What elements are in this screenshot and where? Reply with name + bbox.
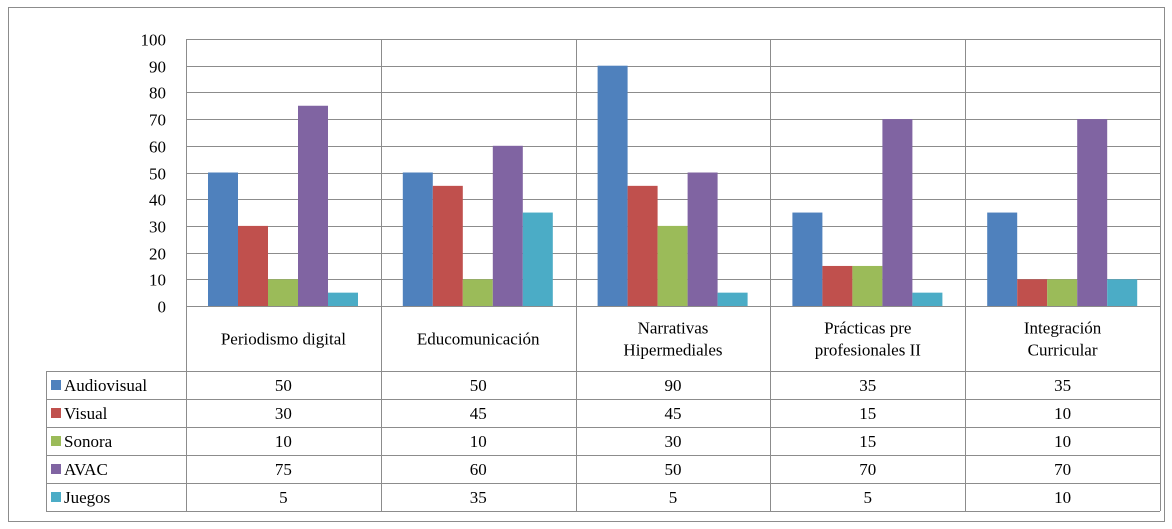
category-label: Integración (1024, 319, 1102, 338)
data-label: 45 (470, 404, 487, 423)
data-label: 35 (470, 488, 487, 507)
bar-avac-3 (882, 119, 913, 306)
category-label: Educomunicación (417, 330, 540, 349)
category-label: profesionales II (815, 341, 922, 360)
bar-juegos-0 (328, 292, 358, 306)
bar-sonora-2 (657, 225, 688, 306)
legend-label: Juegos (64, 488, 110, 507)
data-label: 5 (669, 488, 678, 507)
y-axis: 0 10 20 30 40 50 60 70 80 90 100 (141, 31, 167, 317)
y-tick-label: 80 (149, 84, 166, 103)
y-tick-label: 40 (149, 191, 166, 210)
legend-swatch-sonora (51, 436, 61, 446)
legend-swatch-avac (51, 464, 61, 474)
chart-border (8, 7, 1165, 522)
data-label: 10 (1054, 488, 1071, 507)
bar-sonora-1 (462, 279, 493, 306)
bar-avac-0 (298, 105, 328, 306)
y-tick-label: 60 (149, 138, 166, 157)
bar-avac-2 (687, 172, 718, 306)
bars (208, 65, 1138, 306)
y-tick-label: 0 (158, 298, 167, 317)
data-label: 15 (859, 404, 876, 423)
data-label: 10 (1054, 432, 1071, 451)
data-label: 35 (859, 376, 876, 395)
data-label: 75 (275, 460, 292, 479)
category-label: Hipermediales (623, 341, 722, 360)
category-label: Prácticas pre (824, 319, 911, 338)
data-label: 70 (859, 460, 876, 479)
y-tick-label: 20 (149, 245, 166, 264)
data-label: 5 (279, 488, 288, 507)
bar-audiovisual-4 (987, 212, 1018, 306)
bar-avac-1 (492, 145, 523, 306)
data-label: 60 (470, 460, 487, 479)
data-label: 35 (1054, 376, 1071, 395)
bar-visual-1 (432, 185, 463, 306)
bar-juegos-2 (717, 292, 748, 306)
legend-label: AVAC (64, 460, 108, 479)
y-tick-label: 30 (149, 218, 166, 237)
legend-label: Visual (64, 404, 108, 423)
bar-visual-4 (1017, 279, 1048, 306)
bar-audiovisual-2 (597, 65, 628, 306)
bar-juegos-1 (522, 212, 553, 306)
data-label: 50 (470, 376, 487, 395)
y-tick-label: 10 (149, 271, 166, 290)
bar-juegos-3 (912, 292, 943, 306)
bar-sonora-0 (268, 279, 298, 306)
data-label: 10 (275, 432, 292, 451)
legend-label: Audiovisual (64, 376, 147, 395)
bar-sonora-3 (852, 265, 883, 306)
y-tick-label: 100 (141, 31, 167, 50)
y-tick-label: 90 (149, 58, 166, 77)
data-label: 70 (1054, 460, 1071, 479)
data-label: 15 (859, 432, 876, 451)
bar-audiovisual-3 (792, 212, 823, 306)
category-label: Narrativas (638, 319, 709, 338)
category-label: Curricular (1028, 341, 1098, 360)
y-tick-label: 70 (149, 111, 166, 130)
data-label: 30 (275, 404, 292, 423)
y-tick-label: 50 (149, 165, 166, 184)
category-label: Periodismo digital (221, 330, 346, 349)
data-label: 30 (665, 432, 682, 451)
bar-sonora-4 (1047, 279, 1078, 306)
gridlines (186, 39, 1160, 307)
data-label: 50 (275, 376, 292, 395)
bar-visual-0 (238, 225, 268, 306)
bar-audiovisual-0 (208, 172, 238, 306)
legend-swatch-juegos (51, 492, 61, 502)
data-label: 5 (864, 488, 873, 507)
bar-visual-2 (627, 185, 658, 306)
legend-swatch-audiovisual (51, 380, 61, 390)
data-label: 10 (1054, 404, 1071, 423)
data-label: 90 (665, 376, 682, 395)
bar-avac-4 (1077, 119, 1108, 306)
bar-visual-3 (822, 265, 853, 306)
bar-audiovisual-1 (402, 172, 433, 306)
data-table: Periodismo digital Educomunicación Narrati… (46, 39, 1161, 512)
data-label: 10 (470, 432, 487, 451)
data-label: 45 (665, 404, 682, 423)
legend-label: Sonora (64, 432, 113, 451)
bar-juegos-4 (1107, 279, 1138, 306)
data-label: 50 (665, 460, 682, 479)
legend-swatch-visual (51, 408, 61, 418)
